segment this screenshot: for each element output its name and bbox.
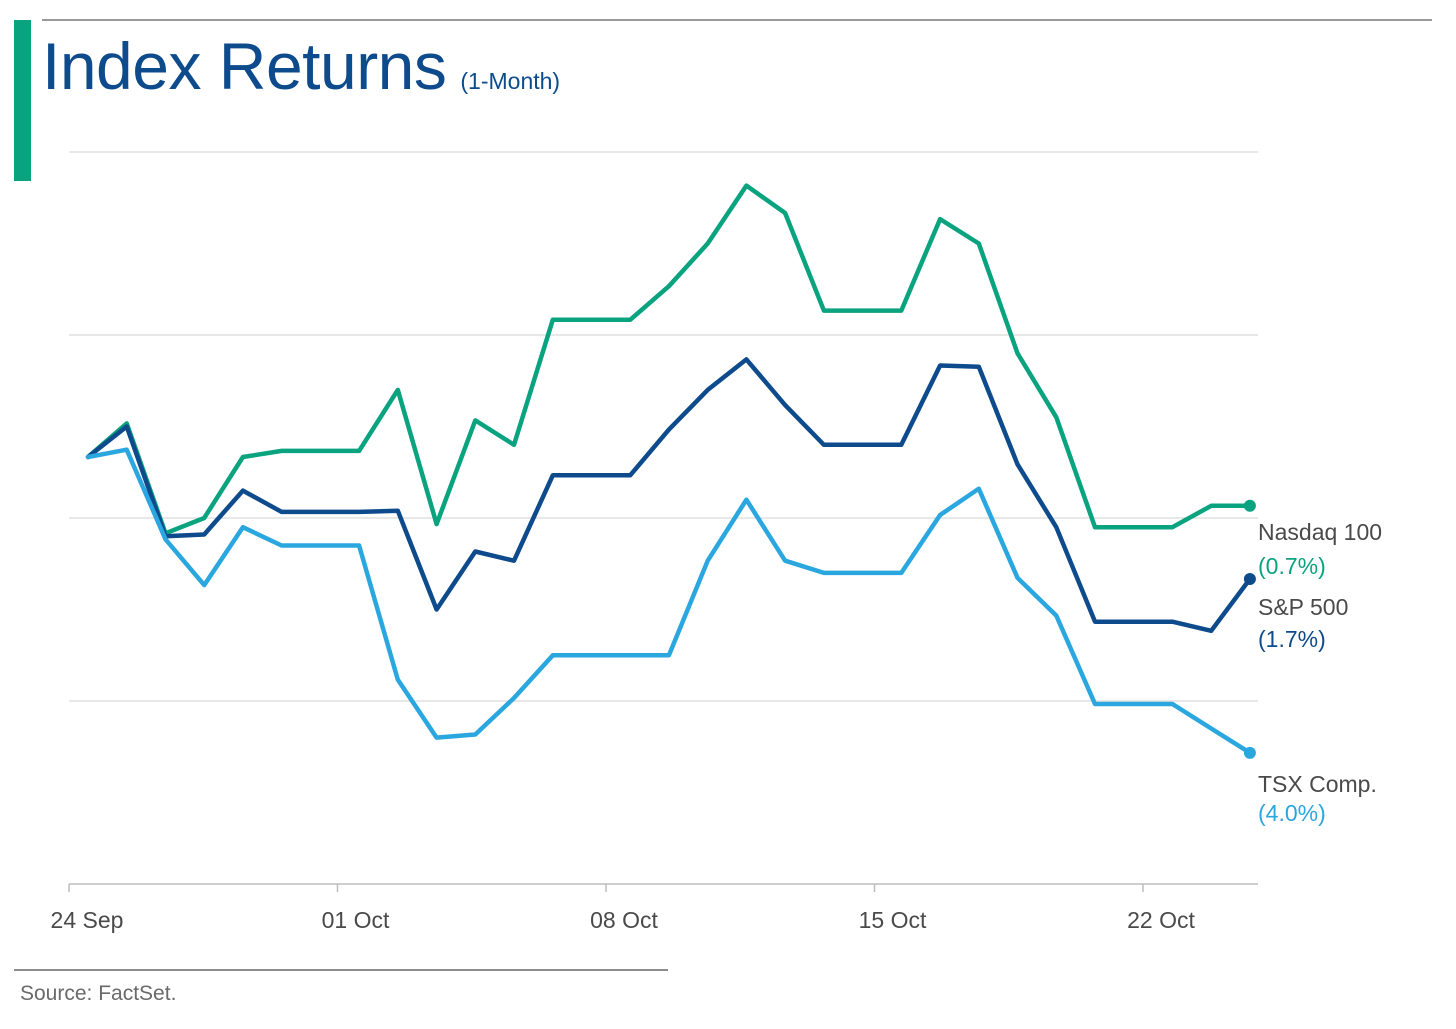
series-lines	[85, 183, 1256, 759]
x-tick-label: 24 Sep	[51, 907, 124, 933]
series-value-label: (0.7%)	[1258, 553, 1326, 579]
x-tick-label: 01 Oct	[322, 907, 390, 933]
series-line	[85, 447, 1253, 756]
series-line	[85, 357, 1253, 634]
chart-header: Index Returns (1-Month)	[42, 28, 560, 104]
x-tick-label: 15 Oct	[859, 907, 927, 933]
source-note: Source: FactSet.	[20, 982, 177, 1005]
gridlines	[69, 151, 1258, 702]
title-accent-bar	[14, 20, 31, 181]
series-name-label: TSX Comp.	[1258, 771, 1377, 797]
series-end-point	[1243, 499, 1256, 512]
chart-subtitle: (1-Month)	[460, 68, 561, 94]
series-end-point	[1243, 746, 1256, 759]
series-name-label: S&P 500	[1258, 594, 1348, 620]
end-labels: Nasdaq 100 (0.7%) S&P 500 (1.7%) TSX Comp. (4…	[1258, 519, 1382, 826]
series-line	[85, 183, 1253, 536]
x-tick-label: 08 Oct	[590, 907, 658, 933]
source-rule	[14, 969, 668, 971]
series-value-label: (1.7%)	[1258, 626, 1326, 652]
chart-title: Index Returns	[42, 29, 447, 103]
series-end-point	[1243, 573, 1256, 585]
x-tick-label: 22 Oct	[1127, 907, 1195, 933]
x-axis: 24 Sep 01 Oct 08 Oct 15 Oct 22 Oct	[51, 883, 1258, 933]
top-rule	[42, 19, 1432, 21]
series-name-label: Nasdaq 100	[1258, 519, 1382, 545]
series-value-label: (4.0%)	[1258, 800, 1326, 826]
